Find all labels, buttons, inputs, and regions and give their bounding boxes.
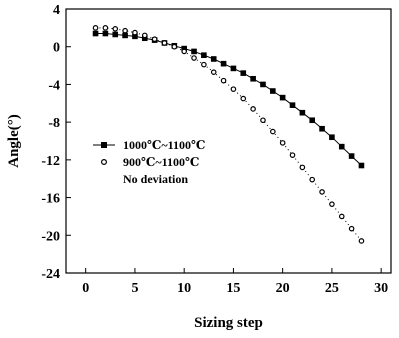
y-tick-label: -12 [41,154,60,169]
data-point-circle [102,25,109,31]
data-point-square [319,125,325,132]
data-point-square [279,94,286,101]
y-axis-label: Angle(°) [6,114,22,168]
data-point-circle [201,61,207,68]
axes: 0 5 10 15 20 25 30 4 0 -4 -8 -12 -16 -20 -24 [41,3,392,296]
data-point-circle [171,43,178,50]
x-tick-label: 25 [325,281,339,296]
y-tick-label: 0 [53,41,60,56]
data-point-circle [112,25,119,32]
data-point-circle [230,86,237,92]
data-point-circle [319,189,325,195]
x-tick-label: 15 [226,281,240,296]
data-point-square [289,102,296,108]
data-point-circle [122,27,128,34]
data-point-square [299,109,306,116]
data-point-square [141,35,148,42]
data-point-square [181,45,187,52]
data-point-circle [181,48,187,55]
legend-label: No deviation [123,172,188,186]
series-1-line [95,33,362,166]
data-point-square [92,30,99,37]
data-point-square [250,75,256,82]
data-point-circle [348,225,355,232]
legend-label: 900℃~1100℃ [123,155,199,169]
legend-marker-circle [100,159,107,166]
x-tick-label: 5 [131,281,138,296]
data-point-circle [132,29,138,36]
data-point-square [240,70,247,76]
x-tick-label: 20 [276,281,290,296]
data-point-circle [309,176,316,183]
x-tick-label: 30 [374,281,388,296]
y-tick-label: -24 [41,267,60,282]
data-point-circle [141,32,148,39]
x-tick-label: 0 [82,281,89,296]
y-tick-label: 4 [53,3,60,18]
data-point-square [270,88,276,94]
data-point-square [260,81,266,88]
legend-marker-square [101,142,107,148]
data-point-circle [151,36,158,42]
data-point-circle [358,238,365,244]
data-point-square [191,48,197,55]
data-point-circle [279,140,286,146]
data-point-square [309,117,316,124]
x-axis-label: Sizing step [194,315,263,331]
data-point-circle [289,152,296,158]
data-point-square [102,30,109,37]
data-point-square [329,134,335,141]
data-point-square [220,60,227,67]
data-point-circle [191,55,197,61]
x-tick-label: 10 [177,281,191,296]
data-point-square [201,52,207,58]
data-point-square [122,32,128,39]
series-2-line [95,27,362,242]
plot-area [92,25,365,244]
data-point-square [112,31,119,38]
legend: 1000℃~1100℃ 900℃~1100℃ No deviation [93,133,205,189]
data-point-square [348,153,355,159]
y-tick-label: -8 [48,116,60,131]
y-tick-label: -16 [41,192,60,207]
data-point-circle [240,95,247,102]
y-tick-label: -20 [41,229,60,244]
data-point-circle [92,25,99,31]
data-point-square [210,56,217,62]
data-point-circle [220,77,227,84]
data-point-circle [329,201,335,207]
legend-box [93,133,199,189]
data-point-circle [250,106,256,112]
data-point-circle [210,69,217,75]
data-point-circle [338,213,345,220]
legend-label: 1000℃~1100℃ [123,138,205,152]
data-point-circle [299,164,306,171]
data-point-square [132,33,138,40]
plot-frame [65,8,392,274]
data-point-square [230,65,237,72]
y-tick-label: -4 [48,78,60,93]
data-point-circle [161,40,168,46]
data-point-square [358,162,365,169]
data-point-circle [270,128,276,135]
data-point-circle [260,117,266,124]
data-point-square [338,143,345,150]
